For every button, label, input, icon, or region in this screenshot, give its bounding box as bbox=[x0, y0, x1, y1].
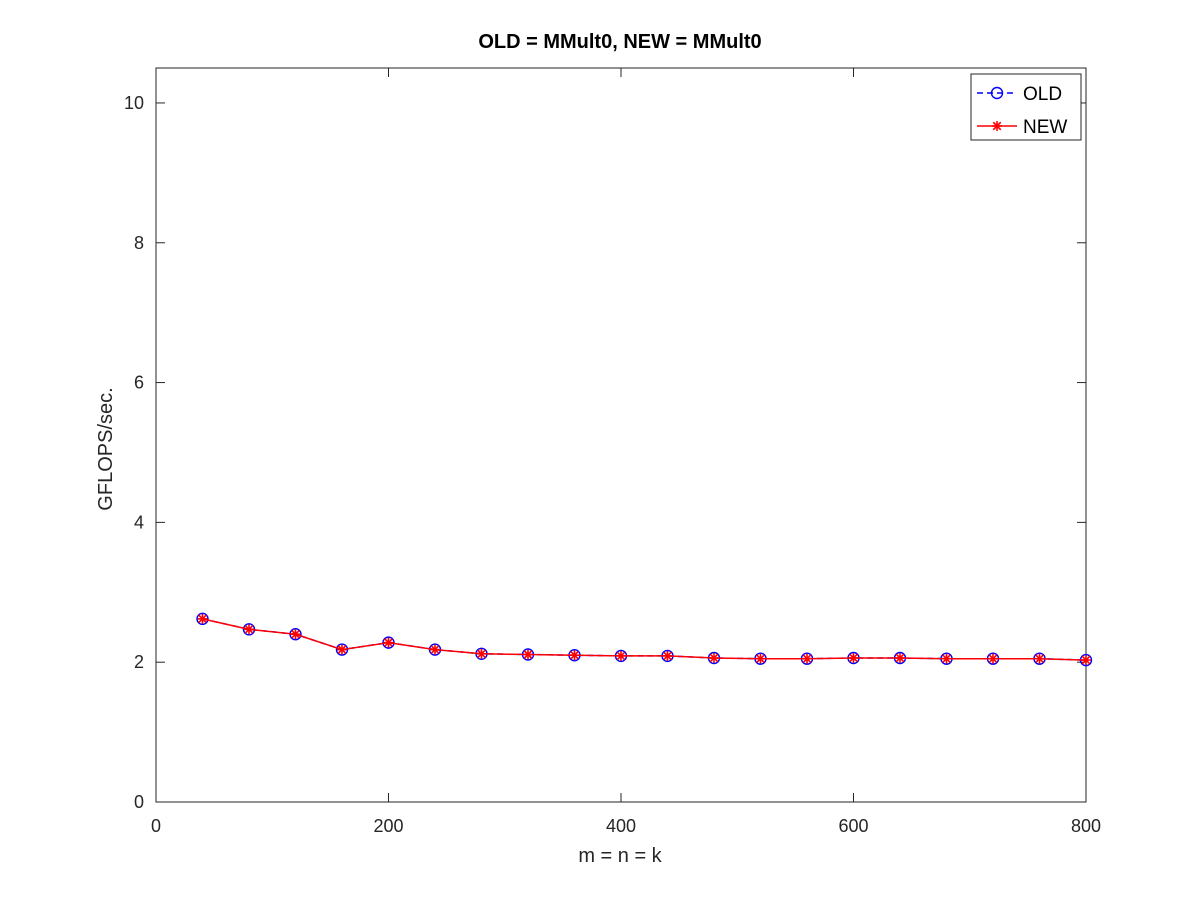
asterisk-stroke bbox=[523, 650, 533, 659]
legend: OLD NEW bbox=[970, 73, 1082, 141]
asterisk-stroke bbox=[942, 654, 951, 664]
x-tick-label: 200 bbox=[373, 816, 403, 836]
asterisk-stroke bbox=[337, 645, 347, 654]
y-tick-label: 6 bbox=[134, 373, 144, 393]
y-tick-label: 10 bbox=[124, 93, 144, 113]
data-point-new bbox=[941, 653, 952, 664]
asterisk-stroke bbox=[1035, 654, 1044, 664]
asterisk-stroke bbox=[477, 649, 486, 659]
data-point-new bbox=[290, 629, 301, 640]
asterisk-stroke bbox=[430, 645, 440, 654]
asterisk-stroke bbox=[616, 651, 626, 661]
y-tick-label: 0 bbox=[134, 792, 144, 812]
y-tick-label: 8 bbox=[134, 233, 144, 253]
y-tick-label: 4 bbox=[134, 512, 144, 532]
asterisk-stroke bbox=[244, 625, 254, 634]
asterisk-stroke bbox=[384, 638, 393, 647]
asterisk-stroke bbox=[663, 651, 672, 661]
asterisk-stroke bbox=[895, 653, 905, 663]
asterisk-stroke bbox=[709, 653, 719, 663]
asterisk-stroke bbox=[291, 629, 300, 639]
legend-label-new: NEW bbox=[1023, 117, 1067, 138]
data-point-new bbox=[616, 650, 626, 661]
data-point-new bbox=[523, 649, 533, 660]
data-point-new bbox=[430, 644, 440, 655]
asterisk-stroke bbox=[992, 121, 1002, 131]
asterisk-stroke bbox=[1081, 655, 1091, 665]
series-line-new bbox=[202, 618, 1087, 661]
asterisk-stroke bbox=[802, 654, 812, 664]
data-point-new bbox=[383, 637, 394, 648]
asterisk-stroke bbox=[849, 653, 858, 663]
data-point-new bbox=[569, 650, 580, 661]
legend-marker-new bbox=[992, 121, 1002, 131]
x-axis-label: m = n = k bbox=[578, 845, 662, 867]
data-point-old bbox=[335, 643, 349, 656]
data-point-new bbox=[1034, 653, 1045, 664]
data-point-new bbox=[709, 652, 719, 663]
data-point-new bbox=[755, 653, 766, 664]
data-point-new bbox=[988, 653, 998, 664]
data-point-old bbox=[382, 636, 395, 649]
asterisk-stroke bbox=[570, 650, 579, 660]
asterisk-stroke bbox=[198, 614, 207, 624]
asterisk-stroke bbox=[988, 654, 998, 664]
data-point-new bbox=[802, 653, 812, 664]
data-point-new bbox=[1081, 655, 1091, 666]
x-tick-label: 600 bbox=[838, 816, 868, 836]
x-tick-label: 400 bbox=[606, 816, 636, 836]
asterisk-stroke bbox=[756, 654, 765, 664]
legend-label-old: OLD bbox=[1023, 84, 1062, 105]
data-point-new bbox=[337, 644, 347, 655]
data-point-old bbox=[196, 612, 209, 626]
data-point-new bbox=[895, 652, 905, 663]
data-point-new bbox=[244, 624, 254, 635]
chart-title: OLD = MMult0, NEW = MMult0 bbox=[478, 31, 761, 53]
y-axis-label: GFLOPS/sec. bbox=[95, 387, 117, 510]
plot-area: 0 200 400 600 800 0 2 4 6 8 10 bbox=[124, 67, 1101, 836]
legend-marker-old bbox=[990, 86, 1004, 100]
y-tick-label: 2 bbox=[134, 652, 144, 672]
data-point-new bbox=[197, 613, 208, 624]
data-point-new bbox=[848, 652, 859, 663]
legend-box bbox=[970, 73, 1082, 141]
x-tick-label: 0 bbox=[151, 816, 161, 836]
x-tick-label: 800 bbox=[1071, 816, 1101, 836]
data-point-new bbox=[476, 648, 487, 659]
data-point-new bbox=[662, 650, 673, 661]
